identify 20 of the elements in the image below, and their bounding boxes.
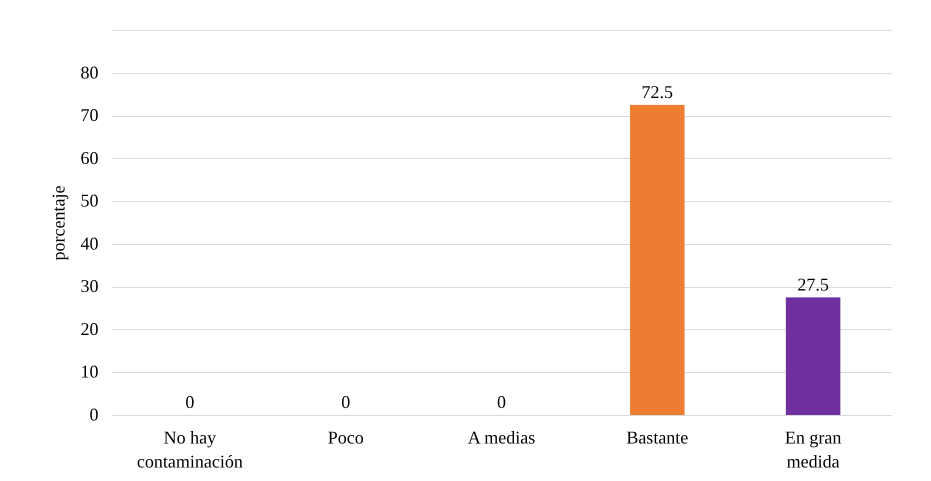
- y-tick-label: 40: [80, 233, 98, 254]
- x-tick-label: No hay contaminación: [136, 428, 243, 472]
- data-label: 72.5: [642, 82, 674, 102]
- y-tick-label: 0: [90, 404, 98, 424]
- y-tick-label: 80: [80, 62, 98, 82]
- x-tick-label: Bastante: [626, 428, 688, 448]
- y-tick-label: 10: [80, 362, 98, 382]
- y-axis-title: porcentaje: [48, 186, 68, 260]
- data-label: 0: [341, 392, 350, 412]
- y-tick-label: 30: [80, 276, 98, 296]
- y-tick-label: 60: [80, 148, 98, 168]
- x-tick-label: En gran medida: [784, 428, 842, 472]
- data-label: 0: [185, 392, 194, 412]
- x-tick-label: Poco: [328, 428, 364, 448]
- y-tick-label: 70: [80, 105, 98, 126]
- data-label: 0: [497, 392, 506, 412]
- data-label: 27.5: [797, 274, 829, 294]
- x-tick-label: A medias: [468, 428, 536, 448]
- y-tick-label: 20: [80, 318, 98, 339]
- y-tick-label: 50: [80, 190, 98, 211]
